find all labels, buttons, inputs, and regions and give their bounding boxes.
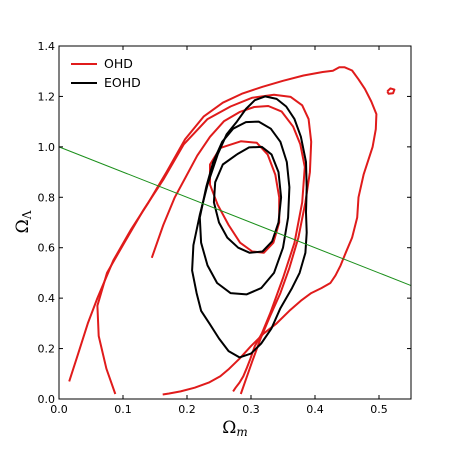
legend-label-eohd: EOHD (104, 75, 141, 90)
y-tick-label: 0.8 (38, 191, 56, 204)
ohd-contour-1 (150, 105, 306, 392)
y-tick-label: 1.2 (38, 90, 56, 103)
ohd-contour-3 (96, 93, 313, 395)
x-tick-label: 0.5 (370, 403, 388, 416)
legend: OHD EOHD (71, 56, 141, 90)
y-axis-label-group: ΩΛ (13, 210, 34, 233)
reference-line (58, 146, 412, 287)
legend-label-ohd: OHD (104, 56, 133, 71)
x-axis-label: Ωm (222, 418, 248, 439)
y-tick-label: 0.6 (38, 242, 56, 255)
ohd-contour-2 (68, 66, 378, 396)
x-tick-label: 0.1 (114, 403, 132, 416)
y-tick-label: 0.0 (38, 393, 56, 406)
y-tick-label: 1.0 (38, 141, 56, 154)
x-tick-label: 0.3 (242, 403, 260, 416)
eohd-contour-2 (191, 95, 308, 359)
y-tick-label: 0.4 (38, 292, 56, 305)
plot-area (58, 66, 412, 396)
x-tick-label: 0.2 (178, 403, 196, 416)
ohd-contour-4 (386, 87, 396, 95)
y-tick-label: 0.2 (38, 343, 56, 356)
eohd-contour-1 (198, 120, 291, 296)
axis-ticks: 0.0 0.1 0.2 0.3 0.4 0.5 0.0 0.2 0.4 0.6 0.8 1.0 1.2 1… (38, 40, 411, 416)
eohd-contour-0 (212, 145, 283, 254)
ohd-contour-0 (209, 140, 281, 254)
x-tick-label: 0.4 (306, 403, 324, 416)
plot-frame (58, 45, 412, 400)
y-axis-label: ΩΛ (13, 210, 34, 233)
y-tick-label: 1.4 (38, 40, 56, 53)
x-tick-label: 0.0 (50, 403, 68, 416)
